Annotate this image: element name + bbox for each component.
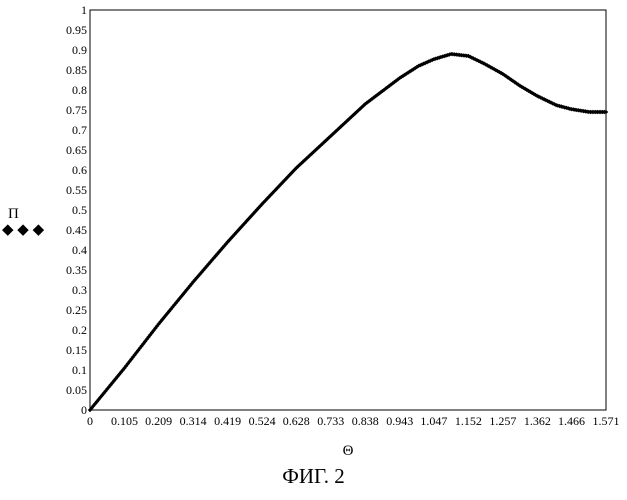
y-tick-label: 1	[81, 3, 87, 17]
x-tick-label: 1.571	[593, 414, 620, 428]
x-tick-label: 1.466	[558, 414, 585, 428]
x-tick-label: 0.628	[283, 414, 310, 428]
figure-caption: ФИГ. 2	[0, 464, 627, 489]
y-tick-label: 0.95	[66, 23, 87, 37]
y-tick-label: 0.85	[66, 63, 87, 77]
data-series	[88, 52, 608, 412]
y-tick-label: 0.1	[72, 363, 87, 377]
y-tick-label: 0.5	[72, 203, 87, 217]
y-tick-label: 0.65	[66, 143, 87, 157]
x-tick-label: 1.362	[524, 414, 551, 428]
x-tick-label: 0.943	[386, 414, 413, 428]
x-tick-label: 0.314	[180, 414, 207, 428]
x-tick-label: 0.419	[214, 414, 241, 428]
y-tick-label: 0.35	[66, 263, 87, 277]
y-tick-label: 0.55	[66, 183, 87, 197]
x-axis-label: Θ	[343, 443, 354, 459]
y-tick-label: 0.7	[72, 123, 87, 137]
y-tick-label: 0.9	[72, 43, 87, 57]
x-tick-label: 0.733	[317, 414, 344, 428]
y-tick-label: 0.4	[72, 243, 87, 257]
plot-frame	[90, 10, 606, 410]
x-tick-label: 1.257	[489, 414, 516, 428]
x-tick-label: 1.152	[455, 414, 482, 428]
y-axis-legend-marker: ◆ ◆ ◆	[2, 222, 45, 238]
x-tick-labels: 0 0.105 0.209 0.314 0.419 0.524 0.628 0.733 0.83…	[87, 414, 620, 428]
y-tick-label: 0.05	[66, 383, 87, 397]
x-tick-label: 1.047	[420, 414, 447, 428]
y-tick-label: 0.3	[72, 283, 87, 297]
y-tick-label: 0.8	[72, 83, 87, 97]
x-tick-label: 0	[87, 414, 93, 428]
x-tick-label: 0.524	[249, 414, 276, 428]
y-axis-label: П	[8, 206, 19, 222]
y-tick-label: 0.25	[66, 303, 87, 317]
y-tick-label: 0.75	[66, 103, 87, 117]
y-tick-label: 0.15	[66, 343, 87, 357]
x-tick-label: 0.209	[145, 414, 172, 428]
y-tick-labels: 00.050.10.150.20.250.30.350.40.450.50.55…	[66, 3, 87, 417]
y-tick-label: 0.45	[66, 223, 87, 237]
y-tick-label: 0.6	[72, 163, 87, 177]
x-tick-label: 0.838	[352, 414, 379, 428]
chart: 0 0.05 0.1 0.15 0.2 0.25 0.3 0.35 0.4 0.45 0.5 0.55…	[0, 0, 627, 460]
x-tick-label: 0.105	[111, 414, 138, 428]
y-tick-label: 0.2	[72, 323, 87, 337]
